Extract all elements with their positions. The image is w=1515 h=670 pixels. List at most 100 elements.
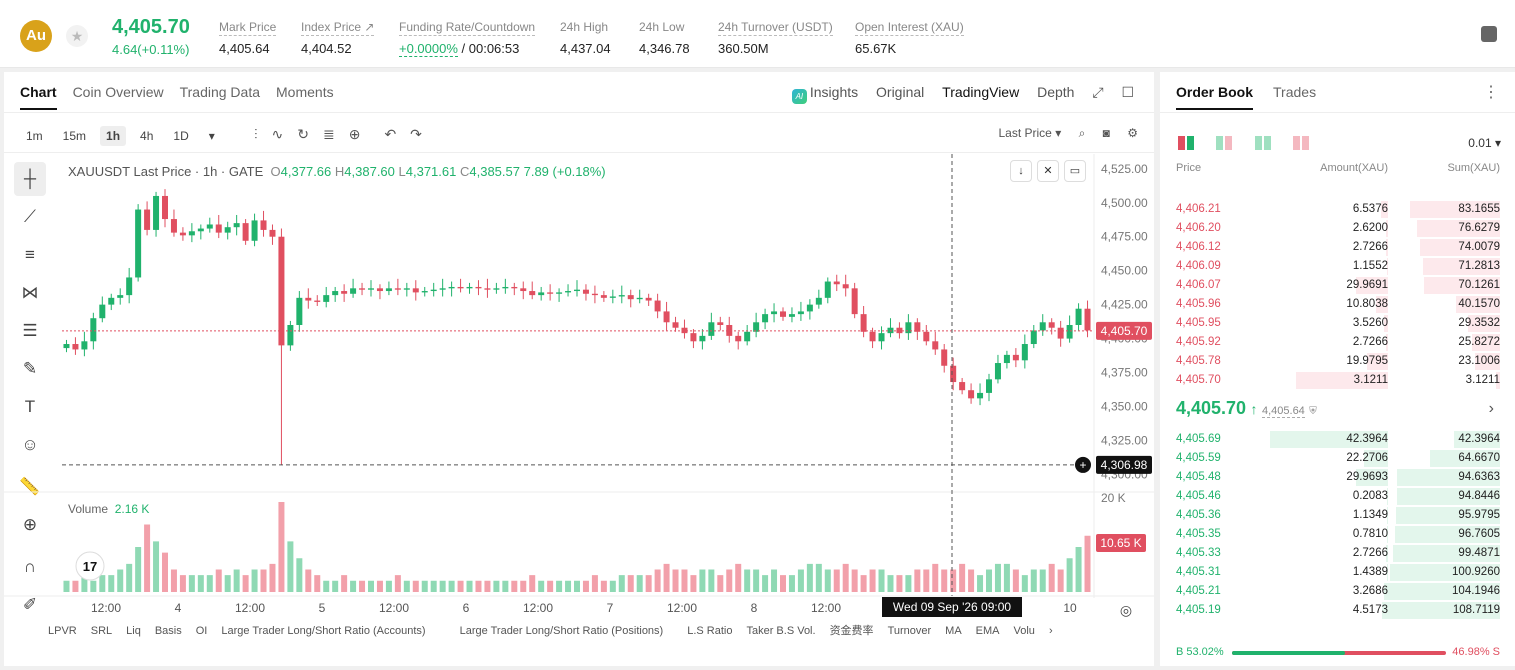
ask-row[interactable]: 4,405.92 2.7266 25.8272 xyxy=(1176,333,1500,352)
tab-chart[interactable]: Chart xyxy=(20,84,57,110)
ask-row[interactable]: 4,406.20 2.6200 76.6279 xyxy=(1176,219,1500,238)
undo-icon[interactable]: ↶ xyxy=(384,126,397,142)
sum-cell: 94.8446 xyxy=(1458,490,1500,502)
pattern-icon[interactable]: ⋈ xyxy=(21,283,39,302)
trendline-icon[interactable]: ⟋ xyxy=(24,207,36,226)
refresh-icon[interactable]: ↻ xyxy=(297,126,309,142)
expand-icon[interactable]: ⤢ xyxy=(1092,84,1104,100)
ask-row[interactable]: 4,406.07 29.9691 70.1261 xyxy=(1176,276,1500,295)
ind-basis[interactable]: Basis xyxy=(154,625,182,637)
tab-trades[interactable]: Trades xyxy=(1273,84,1317,100)
ask-row[interactable]: 4,405.96 10.8038 40.1570 xyxy=(1176,295,1500,314)
bid-row[interactable]: 4,405.36 1.1349 95.9795 xyxy=(1176,506,1500,525)
ind-liq[interactable]: Liq xyxy=(126,625,141,637)
price-source-select[interactable]: Last Price ▾ xyxy=(998,126,1062,140)
price-cell: 4,405.46 xyxy=(1176,490,1221,502)
view-bids-icon[interactable] xyxy=(1254,136,1271,150)
add-indicator-icon[interactable]: ⊕ xyxy=(348,126,361,142)
ruler-icon[interactable]: 📏 xyxy=(19,477,41,496)
favorite-star-icon[interactable]: ★ xyxy=(66,25,88,47)
stat-24h-turnover[interactable]: 24h Turnover (USDT) 360.50M xyxy=(718,20,833,56)
book-icon[interactable] xyxy=(1481,26,1497,42)
redo-icon[interactable]: ↷ xyxy=(410,126,422,142)
lock-draw-icon[interactable]: ✐ xyxy=(22,595,38,614)
more-icon[interactable]: ⋮ xyxy=(1483,84,1499,101)
settings-icon[interactable]: ⚙ xyxy=(1127,126,1138,140)
tab-depth[interactable]: Depth xyxy=(1037,84,1075,100)
chevron-right-icon[interactable]: › xyxy=(1048,625,1053,637)
mid-price-row[interactable]: 4,405.70 ↑ 4,405.64 ⛨ › xyxy=(1176,398,1500,419)
volume-bar xyxy=(914,569,921,592)
indicators-icon[interactable]: ∿ xyxy=(271,126,284,142)
candle-body xyxy=(439,288,446,290)
ask-row[interactable]: 4,406.09 1.1552 71.2813 xyxy=(1176,257,1500,276)
view-split-icon[interactable] xyxy=(1216,136,1233,150)
emoji-icon[interactable]: ☺ xyxy=(21,435,39,454)
window-icon[interactable]: ☐ xyxy=(1121,84,1134,100)
tab-coin-overview[interactable]: Coin Overview xyxy=(72,84,164,100)
text-icon[interactable]: T xyxy=(24,397,36,416)
stat-mark-price[interactable]: Mark Price 4,405.64 xyxy=(219,20,277,56)
bid-row[interactable]: 4,405.19 4.5173 108.7119 xyxy=(1176,601,1500,620)
tab-trading-data[interactable]: Trading Data xyxy=(179,84,261,100)
view-asks-icon[interactable] xyxy=(1293,136,1310,150)
ind-taker[interactable]: Taker B.S Vol. xyxy=(746,625,816,637)
zoom-icon[interactable]: ⊕ xyxy=(22,515,38,534)
crosshair-icon[interactable]: ┼ xyxy=(14,162,46,196)
ask-row[interactable]: 4,405.95 3.5260 29.3532 xyxy=(1176,314,1500,333)
tab-tradingview[interactable]: TradingView xyxy=(942,84,1020,100)
ask-row[interactable]: 4,406.21 6.5376 83.1655 xyxy=(1176,200,1500,219)
candle-body xyxy=(600,295,607,298)
close-icon[interactable]: ✕ xyxy=(1037,160,1059,182)
stat-open-interest[interactable]: Open Interest (XAU) 65.67K xyxy=(855,20,964,56)
bid-row[interactable]: 4,405.48 29.9693 94.6363 xyxy=(1176,468,1500,487)
ask-row[interactable]: 4,405.78 19.9795 23.1006 xyxy=(1176,352,1500,371)
stat-index-price[interactable]: Index Price ↗ 4,404.52 xyxy=(301,20,375,56)
bid-row[interactable]: 4,405.21 3.2686 104.1946 xyxy=(1176,582,1500,601)
bid-row[interactable]: 4,405.59 22.2706 64.6670 xyxy=(1176,449,1500,468)
stat-funding-rate[interactable]: Funding Rate/Countdown +0.0000% / 00:06:5… xyxy=(399,20,536,57)
candlestick-chart[interactable]: 4,525.00 4,500.00 4,475.00 4,450.00 4,425.00… xyxy=(4,72,1154,666)
ind-lt-accounts[interactable]: Large Trader Long/Short Ratio (Accounts) xyxy=(221,625,426,637)
ask-row[interactable]: 4,406.12 2.7266 74.0079 xyxy=(1176,238,1500,257)
ask-row[interactable]: 4,405.70 3.1211 3.1211 xyxy=(1176,371,1500,390)
ind-turnover[interactable]: Turnover xyxy=(887,625,932,637)
ind-ma[interactable]: MA xyxy=(945,625,962,637)
parallel-lines-icon[interactable]: ≡ xyxy=(25,245,35,264)
bid-row[interactable]: 4,405.33 2.7266 99.4871 xyxy=(1176,544,1500,563)
tab-moments[interactable]: Moments xyxy=(276,84,334,100)
bid-row[interactable]: 4,405.46 0.2083 94.8446 xyxy=(1176,487,1500,506)
tf-1h[interactable]: 1h xyxy=(100,126,127,146)
tab-original[interactable]: Original xyxy=(876,84,925,100)
maximize-icon[interactable]: ▭ xyxy=(1064,160,1086,182)
brush-icon[interactable]: ✎ xyxy=(22,359,38,378)
tf-dropdown-icon[interactable]: ▾ xyxy=(208,129,215,143)
ind-lpvr[interactable]: LPVR xyxy=(48,625,77,637)
view-both-icon[interactable] xyxy=(1178,136,1194,150)
camera-icon[interactable]: ◙ xyxy=(1102,126,1110,140)
tf-1d[interactable]: 1D xyxy=(173,129,189,143)
tab-order-book[interactable]: Order Book xyxy=(1176,84,1254,110)
ind-ls-ratio[interactable]: L.S Ratio xyxy=(687,625,733,637)
ind-oi[interactable]: OI xyxy=(195,625,208,637)
arrow-down-icon[interactable]: ↓ xyxy=(1010,160,1032,182)
ind-srl[interactable]: SRL xyxy=(90,625,113,637)
ind-volume[interactable]: Volu xyxy=(1013,625,1035,637)
bid-row[interactable]: 4,405.35 0.7810 96.7605 xyxy=(1176,525,1500,544)
magnet-icon[interactable]: ∩ xyxy=(23,557,37,576)
bid-row[interactable]: 4,405.31 1.4389 100.9260 xyxy=(1176,563,1500,582)
precision-select[interactable]: 0.01 ▾ xyxy=(1468,136,1501,150)
fib-icon[interactable]: ☰ xyxy=(22,321,38,340)
tab-insights[interactable]: AI Insights xyxy=(791,84,858,104)
ind-funding[interactable]: 资金费率 xyxy=(829,625,874,637)
ind-lt-positions[interactable]: Large Trader Long/Short Ratio (Positions… xyxy=(459,625,664,637)
tf-4h[interactable]: 4h xyxy=(140,129,154,143)
bid-row[interactable]: 4,405.69 42.3964 42.3964 xyxy=(1176,430,1500,449)
template-icon[interactable]: ≣ xyxy=(322,126,335,142)
chevron-right-icon[interactable]: › xyxy=(1488,400,1494,417)
ind-ema[interactable]: EMA xyxy=(975,625,1000,637)
tf-1m[interactable]: 1m xyxy=(26,129,43,143)
search-icon[interactable]: ⌕ xyxy=(1078,126,1086,140)
candle-type-icon[interactable]: ⫶ xyxy=(254,126,258,142)
tf-15m[interactable]: 15m xyxy=(62,129,87,143)
